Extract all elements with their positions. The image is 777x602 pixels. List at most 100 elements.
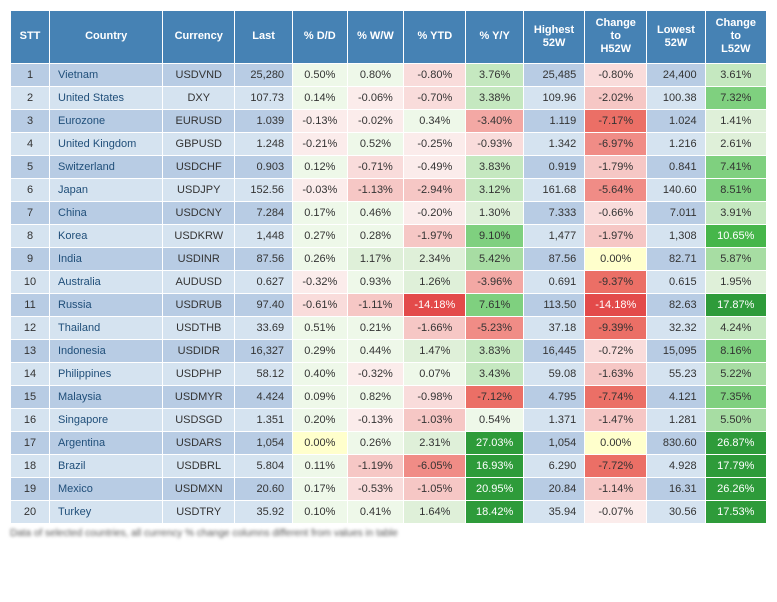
cell: Turkey bbox=[50, 500, 163, 523]
cell: 1.039 bbox=[235, 109, 293, 132]
cell: 8 bbox=[11, 224, 50, 247]
cell: 16,445 bbox=[523, 339, 584, 362]
cell: -0.61% bbox=[293, 293, 347, 316]
cell: 0.14% bbox=[293, 86, 347, 109]
cell: 0.615 bbox=[647, 270, 705, 293]
cell: 0.82% bbox=[347, 385, 404, 408]
cell: Philippines bbox=[50, 362, 163, 385]
cell: 9.10% bbox=[466, 224, 524, 247]
cell: -5.64% bbox=[585, 178, 647, 201]
cell: USDMYR bbox=[163, 385, 235, 408]
cell: 0.10% bbox=[293, 500, 347, 523]
cell: GBPUSD bbox=[163, 132, 235, 155]
cell: 161.68 bbox=[523, 178, 584, 201]
currency-table: STTCountryCurrencyLast% D/D% W/W% YTD% Y… bbox=[10, 10, 767, 524]
cell: USDSGD bbox=[163, 408, 235, 431]
col-header: % Y/Y bbox=[466, 11, 524, 64]
cell: -14.18% bbox=[585, 293, 647, 316]
cell: 4.795 bbox=[523, 385, 584, 408]
cell: 0.54% bbox=[466, 408, 524, 431]
cell: 0.17% bbox=[293, 477, 347, 500]
cell: 25,280 bbox=[235, 63, 293, 86]
cell: 3.76% bbox=[466, 63, 524, 86]
cell: 0.52% bbox=[347, 132, 404, 155]
col-header: % YTD bbox=[404, 11, 466, 64]
cell: 87.56 bbox=[235, 247, 293, 270]
table-row: 8KoreaUSDKRW1,4480.27%0.28%-1.97%9.10%1,… bbox=[11, 224, 767, 247]
cell: 82.63 bbox=[647, 293, 705, 316]
cell: 13 bbox=[11, 339, 50, 362]
cell: 15,095 bbox=[647, 339, 705, 362]
cell: 9 bbox=[11, 247, 50, 270]
cell: 5.87% bbox=[705, 247, 766, 270]
cell: 0.20% bbox=[293, 408, 347, 431]
cell: 10 bbox=[11, 270, 50, 293]
cell: 1.30% bbox=[466, 201, 524, 224]
cell: 0.26% bbox=[347, 431, 404, 454]
cell: 100.38 bbox=[647, 86, 705, 109]
table-row: 7ChinaUSDCNY7.2840.17%0.46%-0.20%1.30%7.… bbox=[11, 201, 767, 224]
cell: 1,477 bbox=[523, 224, 584, 247]
cell: 25,485 bbox=[523, 63, 584, 86]
table-row: 1VietnamUSDVND25,2800.50%0.80%-0.80%3.76… bbox=[11, 63, 767, 86]
cell: -3.40% bbox=[466, 109, 524, 132]
cell: 82.71 bbox=[647, 247, 705, 270]
cell: 0.27% bbox=[293, 224, 347, 247]
cell: 26.87% bbox=[705, 431, 766, 454]
table-row: 17ArgentinaUSDARS1,0540.00%0.26%2.31%27.… bbox=[11, 431, 767, 454]
cell: 5.50% bbox=[705, 408, 766, 431]
cell: 1.47% bbox=[404, 339, 466, 362]
cell: -1.11% bbox=[347, 293, 404, 316]
cell: 7.284 bbox=[235, 201, 293, 224]
cell: Singapore bbox=[50, 408, 163, 431]
cell: 1.024 bbox=[647, 109, 705, 132]
col-header: ChangetoH52W bbox=[585, 11, 647, 64]
cell: 1 bbox=[11, 63, 50, 86]
cell: 20.95% bbox=[466, 477, 524, 500]
cell: -3.96% bbox=[466, 270, 524, 293]
col-header: Last bbox=[235, 11, 293, 64]
cell: Argentina bbox=[50, 431, 163, 454]
cell: 19 bbox=[11, 477, 50, 500]
cell: 8.51% bbox=[705, 178, 766, 201]
cell: 20.84 bbox=[523, 477, 584, 500]
cell: AUDUSD bbox=[163, 270, 235, 293]
cell: 1.64% bbox=[404, 500, 466, 523]
cell: USDINR bbox=[163, 247, 235, 270]
cell: 0.09% bbox=[293, 385, 347, 408]
cell: United States bbox=[50, 86, 163, 109]
cell: USDVND bbox=[163, 63, 235, 86]
cell: 0.07% bbox=[404, 362, 466, 385]
cell: India bbox=[50, 247, 163, 270]
cell: 152.56 bbox=[235, 178, 293, 201]
cell: -1.05% bbox=[404, 477, 466, 500]
table-row: 6JapanUSDJPY152.56-0.03%-1.13%-2.94%3.12… bbox=[11, 178, 767, 201]
cell: USDARS bbox=[163, 431, 235, 454]
cell: -0.80% bbox=[585, 63, 647, 86]
cell: 8.16% bbox=[705, 339, 766, 362]
cell: 33.69 bbox=[235, 316, 293, 339]
cell: -0.02% bbox=[347, 109, 404, 132]
cell: 7.41% bbox=[705, 155, 766, 178]
cell: -6.97% bbox=[585, 132, 647, 155]
cell: -1.63% bbox=[585, 362, 647, 385]
table-caption: Data of selected countries, all currency… bbox=[10, 528, 767, 539]
cell: 1.351 bbox=[235, 408, 293, 431]
table-row: 3EurozoneEURUSD1.039-0.13%-0.02%0.34%-3.… bbox=[11, 109, 767, 132]
cell: 5.22% bbox=[705, 362, 766, 385]
table-row: 2United StatesDXY107.730.14%-0.06%-0.70%… bbox=[11, 86, 767, 109]
cell: USDRUB bbox=[163, 293, 235, 316]
cell: EURUSD bbox=[163, 109, 235, 132]
cell: 140.60 bbox=[647, 178, 705, 201]
cell: 7 bbox=[11, 201, 50, 224]
cell: 16 bbox=[11, 408, 50, 431]
cell: -6.05% bbox=[404, 454, 466, 477]
cell: Brazil bbox=[50, 454, 163, 477]
cell: -14.18% bbox=[404, 293, 466, 316]
cell: 35.94 bbox=[523, 500, 584, 523]
cell: 14 bbox=[11, 362, 50, 385]
cell: 1.95% bbox=[705, 270, 766, 293]
cell: 18.42% bbox=[466, 500, 524, 523]
cell: 3.83% bbox=[466, 155, 524, 178]
cell: 32.32 bbox=[647, 316, 705, 339]
